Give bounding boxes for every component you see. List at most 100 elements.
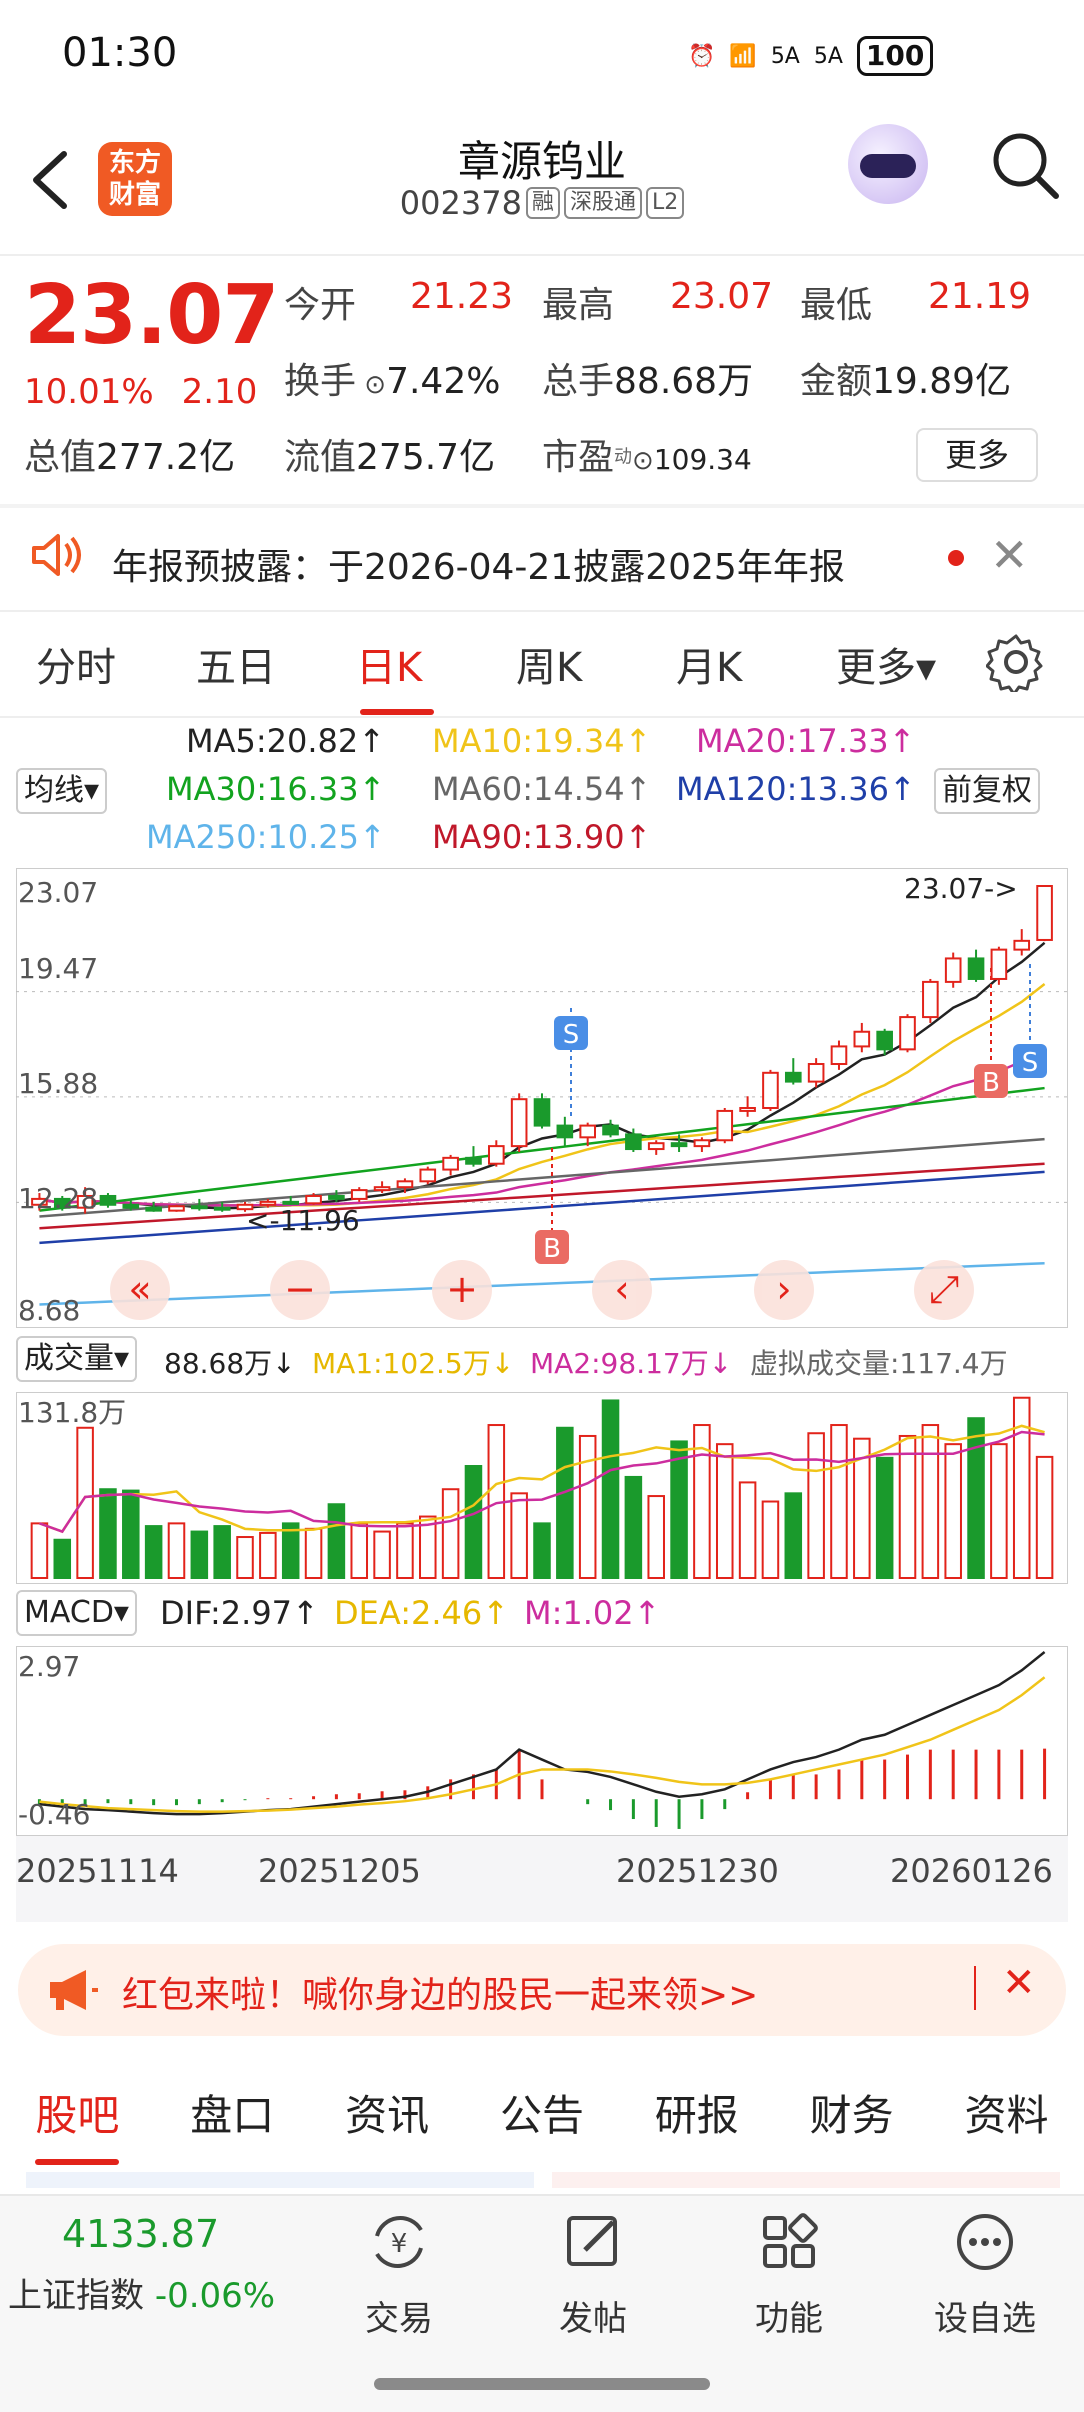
kline-chart[interactable]: 23.07 19.47 15.88 12.28 8.68 23.07-> <-1… [16, 868, 1068, 1328]
promo-banner[interactable] [18, 1944, 1066, 2036]
volume-selector[interactable]: 成交量▾ [16, 1336, 138, 1382]
volume-bar-36 [853, 1437, 871, 1579]
volume-bar-16 [396, 1522, 414, 1580]
chevron-right-icon: › [776, 1267, 791, 1311]
candle-body-5 [145, 1206, 162, 1212]
unread-dot [948, 550, 964, 566]
tab-announcements[interactable]: 公告 [499, 2090, 584, 2140]
index-value[interactable]: 4133.87 [62, 2212, 220, 2256]
post-button[interactable]: 发帖 [528, 2210, 658, 2340]
more-dots-icon [957, 2214, 1013, 2270]
ma60-label: MA60:14.54↑ [432, 770, 652, 808]
volume-bar-33 [784, 1492, 803, 1579]
candle-body-36 [853, 1030, 871, 1048]
candle-body-18 [442, 1156, 459, 1171]
zoom-out-icon: − [284, 1267, 316, 1311]
volume-bar-9 [236, 1536, 254, 1580]
tab-financials[interactable]: 财务 [809, 2090, 894, 2140]
volume-bar-32 [761, 1500, 780, 1579]
macd-selector[interactable]: MACD▾ [16, 1590, 137, 1636]
signal-icon-2: 5A [813, 43, 843, 69]
volume-bar-23 [556, 1426, 574, 1579]
adjust-selector[interactable]: 前复权 [934, 768, 1040, 814]
field-turnover[interactable]: 换手 ⊙7.42% [284, 361, 501, 402]
notice-text[interactable]: 年报预披露：于2026-04-21披露2025年年报 [112, 547, 845, 588]
candle-body-14 [350, 1189, 368, 1200]
volume-bar-30 [715, 1443, 734, 1580]
buy-badge-2[interactable]: B [974, 968, 1008, 1098]
ma20-label: MA20:17.33↑ [696, 722, 916, 760]
logo-line-2: 财富 [108, 180, 161, 210]
macd-dea-line [39, 1676, 1046, 1813]
chart-settings-button[interactable] [985, 632, 1046, 696]
tab-research[interactable]: 研报 [654, 2090, 739, 2140]
trade-button[interactable]: ¥ 交易 [334, 2210, 464, 2340]
tab-intraday[interactable]: 分时 [36, 645, 116, 691]
edit-icon [567, 2216, 617, 2266]
tab-monthly-k[interactable]: 月K [676, 645, 743, 691]
scroll-right-button[interactable] [754, 1260, 814, 1320]
sell-badge-1[interactable]: S [554, 1008, 588, 1118]
zoom-out-button[interactable] [270, 1260, 330, 1320]
ma5-label: MA5:20.82↑ [186, 722, 386, 760]
volume-bar-24 [578, 1434, 597, 1580]
tab-profile[interactable]: 资料 [964, 2090, 1049, 2140]
volume-bar-1 [53, 1538, 72, 1579]
macd-chart[interactable]: 2.97 -0.46 [16, 1646, 1068, 1836]
field-pe[interactable]: 市盈动⊙109.34 [542, 437, 752, 478]
tab-news[interactable]: 资讯 [345, 2090, 430, 2140]
volume-bar-12 [304, 1527, 323, 1579]
tab-more[interactable]: 更多▾ [836, 645, 937, 691]
candle-body-15 [373, 1186, 391, 1192]
scroll-left-button[interactable] [592, 1260, 652, 1320]
candle-body-26 [625, 1133, 642, 1151]
more-button[interactable]: 更多 [916, 428, 1038, 482]
functions-button[interactable]: 功能 [724, 2210, 854, 2340]
notice-divider [0, 610, 1084, 612]
tab-forum[interactable]: 股吧 [35, 2082, 120, 2165]
ma10-label: MA10:19.34↑ [432, 722, 652, 760]
app-logo[interactable]: 东方 财富 [98, 142, 172, 216]
sell-badge-2[interactable]: S [1013, 964, 1047, 1078]
volume-bar-27 [647, 1495, 665, 1579]
candle-body-29 [693, 1139, 711, 1148]
volume-chart[interactable]: 131.8万 [16, 1392, 1068, 1584]
tab-orderbook[interactable]: 盘口 [190, 2090, 275, 2140]
content-card-right [552, 2172, 1060, 2188]
tab-five-day[interactable]: 五日 [196, 645, 276, 691]
buy-badge-1[interactable]: B [535, 1148, 569, 1264]
status-time: 01:30 [62, 30, 178, 76]
expand-icon: ⤢ [929, 1267, 959, 1311]
field-high-value: 23.07 [670, 276, 774, 317]
volume-bar-6 [167, 1522, 186, 1580]
index-name-row[interactable]: 上证指数 -0.06% [8, 2268, 275, 2317]
index-name: 上证指数 [8, 2276, 144, 2316]
add-watchlist-button[interactable]: 设自选 [920, 2210, 1050, 2340]
max-price-marker: 23.07-> [904, 872, 1018, 905]
volume-bar-34 [807, 1432, 825, 1580]
tab-daily-k[interactable]: 日K [356, 635, 516, 715]
ma-selector[interactable]: 均线▾ [16, 768, 108, 814]
header-divider [0, 254, 1084, 256]
zoom-in-button[interactable] [432, 1260, 492, 1320]
volume-ma1: MA1:102.5万↓ [312, 1347, 515, 1380]
close-icon[interactable]: ✕ [990, 528, 1029, 582]
candle-body-23 [556, 1124, 574, 1139]
assistant-robot-icon[interactable] [848, 124, 928, 204]
scroll-start-button[interactable] [110, 1260, 170, 1320]
candle-body-21 [510, 1098, 528, 1148]
field-float-cap: 流值275.7亿 [284, 437, 496, 478]
back-button[interactable] [22, 140, 82, 220]
notice-bar[interactable] [0, 508, 1084, 610]
fullscreen-button[interactable] [914, 1260, 974, 1320]
home-indicator[interactable] [374, 2378, 710, 2390]
search-button[interactable] [988, 128, 1062, 202]
promo-text[interactable]: 红包来啦！喊你身边的股民一起来领>> [122, 1975, 759, 2016]
x-label-2: 20251205 [258, 1852, 421, 1890]
status-icons: ⏰ 📶 5A 5A 100 [688, 34, 934, 78]
candle-body-40 [944, 957, 962, 983]
volume-bar-19 [464, 1465, 483, 1579]
tab-weekly-k[interactable]: 周K [516, 645, 583, 691]
tag-l2: L2 [645, 187, 685, 219]
close-icon[interactable]: ✕ [1002, 1960, 1036, 2006]
